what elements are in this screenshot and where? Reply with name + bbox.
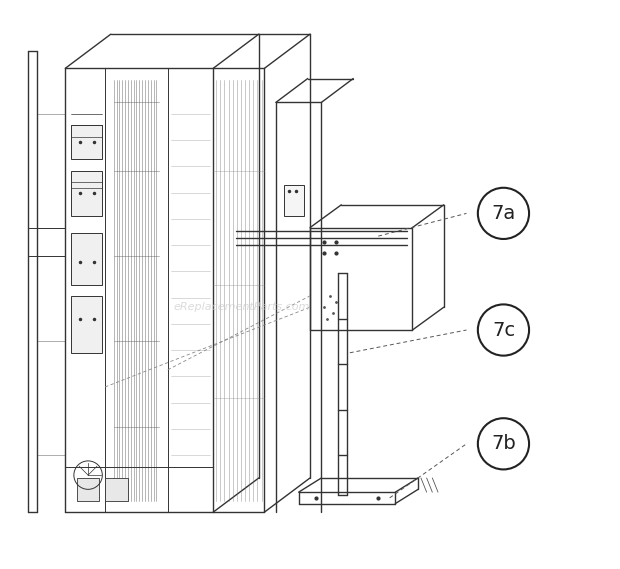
Circle shape xyxy=(478,304,529,356)
Bar xyxy=(71,171,102,216)
Text: eReplacementParts.com: eReplacementParts.com xyxy=(174,302,310,312)
Bar xyxy=(71,296,102,353)
Text: 7b: 7b xyxy=(491,434,516,453)
Bar xyxy=(105,478,128,501)
Bar xyxy=(71,125,102,159)
Bar xyxy=(71,233,102,284)
Circle shape xyxy=(478,188,529,239)
Circle shape xyxy=(478,418,529,469)
Text: 7c: 7c xyxy=(492,320,515,340)
Text: 7a: 7a xyxy=(491,204,516,223)
Bar xyxy=(285,185,304,216)
Bar xyxy=(77,478,99,501)
